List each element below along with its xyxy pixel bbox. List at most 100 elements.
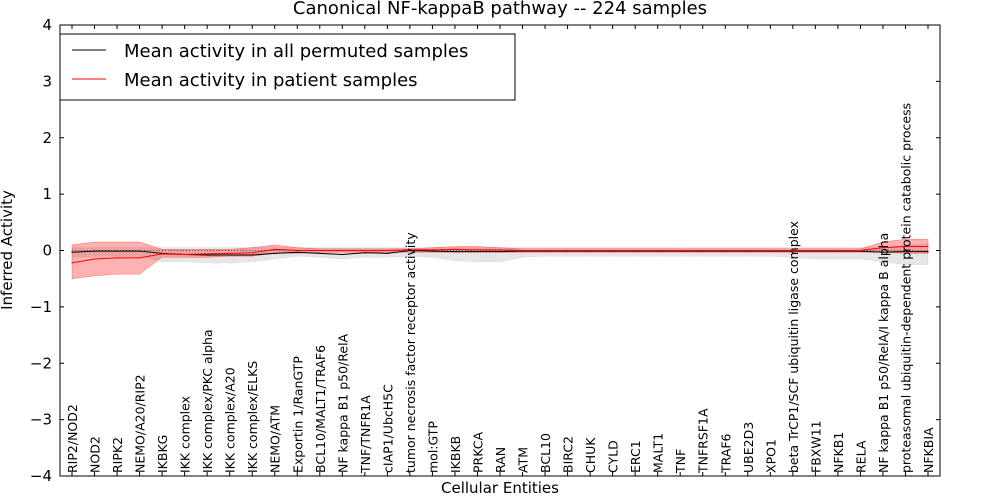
patient-point (792, 249, 794, 252)
x-tick-label: TRAF6 (718, 433, 733, 474)
y-tick-label: 4 (42, 16, 52, 34)
x-tick-label: NFKB1 (831, 432, 846, 473)
patient-point (364, 249, 366, 252)
patient-point (904, 245, 907, 248)
permuted-point (454, 251, 456, 253)
x-tick-label: proteasomal ubiquitin-dependent protein … (898, 103, 913, 473)
patient-point (161, 253, 163, 255)
x-tick-label: ERC1 (628, 440, 643, 473)
permuted-point (138, 250, 141, 252)
x-tick-label: RIP2/NOD2 (65, 404, 80, 473)
x-tick-label: XPO1 (763, 439, 778, 473)
permuted-point (341, 253, 343, 256)
patient-point (634, 249, 636, 252)
x-tick-label: PRKCA (470, 432, 485, 473)
patient-point (927, 245, 929, 248)
y-tick-label: −3 (30, 411, 52, 429)
patient-point (837, 249, 839, 252)
x-tick-label: IKK complex (178, 396, 193, 473)
y-tick-label: −1 (30, 298, 52, 316)
x-tick-label: IKK complex/PKC alpha (200, 329, 215, 473)
patient-point (499, 249, 501, 251)
patient-point (589, 249, 591, 252)
patient-point (274, 248, 276, 250)
patient-point (319, 249, 321, 252)
x-tick-label: Exportin 1/RanGTP (290, 356, 305, 473)
x-tick-label: NF kappa B1 p50/RelA (335, 333, 350, 473)
patient-point (138, 257, 141, 259)
x-tick-label: IKK complex/ELKS (245, 361, 260, 473)
x-tick-label: beta TrCP1/SCF ubiquitin ligase complex (786, 221, 801, 473)
x-tick-label: RAN (493, 447, 508, 473)
y-tick-label: 0 (42, 242, 52, 260)
x-tick-label: NOD2 (88, 436, 103, 473)
patient-point (229, 252, 231, 254)
patient-point (431, 249, 434, 251)
patient-point (657, 249, 659, 252)
patient-band (71, 238, 929, 279)
patient-point (93, 258, 96, 260)
patient-point (859, 249, 862, 252)
patient-point (454, 248, 456, 250)
legend-box (59, 33, 516, 101)
patient-point (544, 249, 546, 252)
patient-point (566, 249, 569, 252)
legend-label-permuted: Mean activity in all permuted samples (124, 41, 468, 62)
x-tick-label: CHUK (583, 437, 598, 473)
permuted-point (904, 251, 907, 253)
y-tick-label: 2 (42, 129, 52, 147)
y-tick-label: −2 (30, 354, 52, 372)
legend: Mean activity in all permuted samples Me… (59, 33, 516, 101)
y-tick-label: 1 (42, 185, 52, 203)
plot-frame (59, 24, 941, 477)
x-tick-label: IKBKB (448, 436, 463, 473)
permuted-point (274, 252, 276, 254)
x-tick-label: NFKBIA (921, 427, 936, 473)
x-tick-label: NEMO/ATM (268, 405, 283, 473)
x-tick-label: cIAP1/UbcH5C (380, 384, 395, 473)
patient-point (612, 249, 614, 252)
patient-point (814, 249, 816, 252)
legend-label-patient: Mean activity in patient samples (124, 70, 418, 91)
x-tick-label: RELA (853, 440, 868, 473)
permuted-point (319, 252, 321, 254)
x-tick-label: NEMO/A20/RIP2 (133, 374, 148, 473)
patient-point (476, 249, 479, 251)
chart-title: Canonical NF-kappaB pathway -- 224 sampl… (293, 0, 707, 19)
patient-point (769, 249, 771, 252)
x-tick-label: ATM (516, 447, 531, 473)
x-tick-label: IKK complex/A20 (223, 367, 238, 473)
y-tick-label: 3 (42, 72, 52, 90)
patient-point (882, 247, 884, 249)
permuted-point (386, 252, 388, 254)
patient-point (747, 249, 749, 252)
permuted-point (927, 251, 929, 253)
x-tick-label: NF kappa B1 p50/RelA/I kappa B alpha (876, 233, 891, 473)
x-axis-label: Cellular Entities (441, 479, 559, 497)
x-tick-label: BCL10/MALT1/TRAF6 (313, 345, 328, 473)
patient-point (206, 253, 208, 255)
patient-point (341, 249, 343, 252)
permuted-point (251, 254, 253, 256)
x-tick-label: MALT1 (651, 433, 666, 473)
permuted-point (882, 251, 884, 253)
x-tick-label: RIPK2 (110, 437, 125, 473)
patient-point (296, 249, 298, 252)
y-tick-label: −4 (30, 467, 52, 485)
x-tick-label: mol:GTP (425, 421, 440, 473)
patient-point (71, 262, 73, 264)
patient-point (702, 249, 704, 252)
permuted-point (206, 254, 208, 256)
permuted-point (93, 250, 96, 252)
permuted-point (71, 251, 73, 253)
x-tick-label: BCL10 (538, 433, 553, 473)
permuted-point (476, 251, 479, 253)
permuted-point (296, 251, 298, 253)
x-tick-label: CYLD (606, 440, 621, 473)
patient-point (386, 249, 388, 252)
patient-point (116, 257, 118, 259)
x-tick-label: UBE2D3 (741, 422, 756, 473)
permuted-point (364, 252, 366, 254)
x-tick-label: TNF/TNFR1A (358, 395, 373, 474)
